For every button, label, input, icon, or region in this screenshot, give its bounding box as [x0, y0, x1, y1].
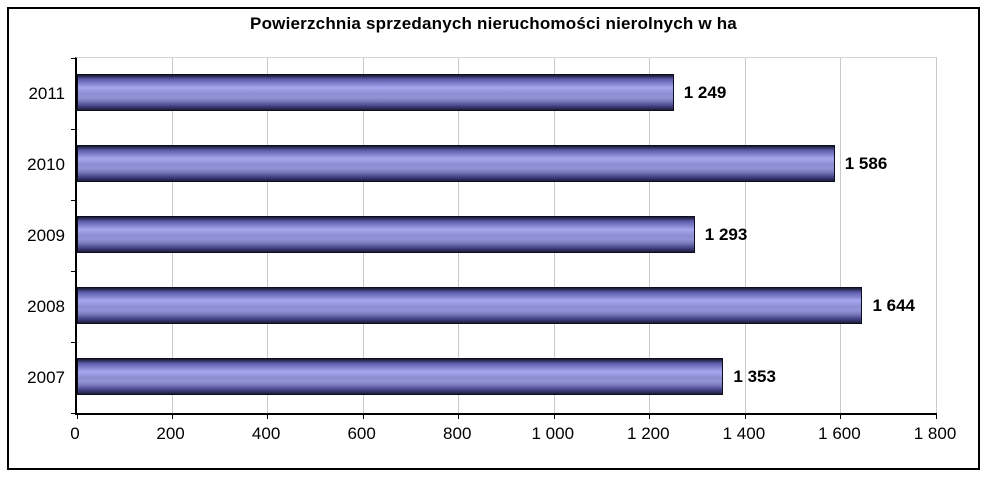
x-axis: 0 200 400 600 800 1 000 1 200 1 400 1 600 1 800 [70, 424, 956, 448]
bar-row: 2007 1 353 [27, 342, 937, 413]
x-axis-tick [649, 413, 651, 419]
x-axis-tick-label: 600 [347, 424, 376, 443]
x-axis-tick [553, 413, 555, 419]
category-label: 2009 [27, 225, 65, 245]
x-axis-tick [458, 413, 460, 419]
x-axis-tick-label: 1 000 [531, 424, 575, 443]
x-axis-tick-label: 400 [251, 424, 281, 443]
gridline [744, 58, 746, 413]
bar-2010 [77, 145, 835, 182]
bar-2008 [77, 287, 863, 324]
gridline [840, 58, 842, 413]
x-axis-tick-label: 1 600 [818, 424, 861, 443]
value-label: 1 586 [844, 153, 888, 173]
bar-row: 2010 1 586 [27, 129, 937, 200]
x-axis-tick [171, 413, 173, 419]
x-axis-tick-label: 800 [443, 424, 472, 443]
y-axis-tick [71, 58, 77, 59]
y-axis-tick [71, 129, 77, 130]
bar-row: 2009 1 293 [27, 200, 937, 271]
category-label: 2011 [28, 83, 65, 103]
y-axis-tick [71, 342, 77, 343]
plot-area: 2011 1 249 2010 1 586 2009 1 293 2008 1 644 2007… [27, 57, 937, 419]
x-axis-tick [744, 413, 746, 419]
bar-2009 [77, 216, 695, 253]
value-label: 1 644 [872, 295, 915, 315]
value-label: 1 249 [683, 82, 727, 102]
x-axis-tick-label: 200 [156, 424, 185, 443]
x-axis-tick-label: 0 [70, 424, 80, 443]
x-axis-tick-label: 1 400 [722, 424, 766, 443]
value-label: 1 353 [733, 366, 776, 386]
gridline [936, 58, 937, 413]
x-axis-tick-label: 1 200 [627, 424, 670, 443]
category-label: 2007 [27, 367, 65, 387]
y-axis-tick [71, 413, 77, 414]
bar-2011 [77, 74, 674, 111]
category-label: 2008 [27, 296, 65, 316]
y-axis-tick [71, 200, 77, 201]
x-axis-tick [840, 413, 842, 419]
x-axis-tick [936, 413, 937, 419]
bar-2007 [77, 358, 724, 395]
value-label: 1 293 [704, 224, 748, 244]
category-label: 2010 [27, 154, 65, 174]
x-axis-tick [77, 413, 78, 419]
x-axis-tick-label: 1 800 [913, 424, 957, 443]
chart-title: Powierzchnia sprzedanych nieruchomości n… [250, 14, 737, 33]
bar-row: 2011 1 249 [28, 58, 937, 129]
x-axis-tick [362, 413, 364, 419]
y-axis-tick [71, 271, 77, 272]
x-axis-tick [267, 413, 269, 419]
bar-row: 2008 1 644 [27, 271, 937, 342]
